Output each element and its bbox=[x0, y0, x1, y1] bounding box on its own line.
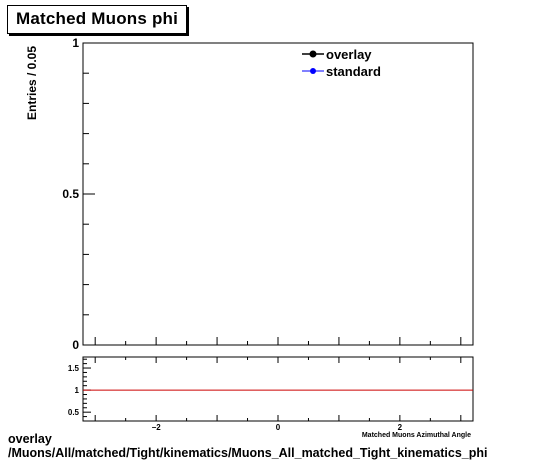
ratio-x-tick-label: 2 bbox=[398, 423, 403, 432]
footer-line-1: overlay bbox=[8, 432, 52, 446]
y-tick-label: 0 bbox=[72, 338, 79, 352]
legend-label-overlay: overlay bbox=[326, 47, 372, 62]
y-axis-label: Entries / 0.05 bbox=[25, 46, 39, 120]
ratio-x-tick-label: −2 bbox=[152, 423, 162, 432]
legend-marker-standard bbox=[310, 68, 316, 74]
ratio-y-tick-label: 0.5 bbox=[68, 408, 80, 417]
legend-entry-overlay: overlay bbox=[302, 47, 372, 62]
main-x-axis bbox=[94, 337, 462, 345]
chart-title: Matched Muons phi bbox=[15, 9, 179, 28]
chart-title-box: Matched Muons phi bbox=[7, 5, 187, 34]
legend-marker-overlay bbox=[309, 50, 317, 58]
ratio-y-tick-label: 1.5 bbox=[68, 364, 80, 373]
y-tick-label: 1 bbox=[72, 36, 79, 50]
legend-label-standard: standard bbox=[326, 64, 381, 79]
main-y-axis: 00.51 bbox=[62, 36, 95, 352]
legend: overlay standard bbox=[302, 47, 381, 79]
ratio-x-tick-label: 0 bbox=[276, 423, 281, 432]
y-tick-label: 0.5 bbox=[62, 187, 79, 201]
legend-entry-standard: standard bbox=[302, 64, 381, 79]
footer-line-2: /Muons/All/matched/Tight/kinematics/Muon… bbox=[8, 446, 488, 460]
x-axis-label: Matched Muons Azimuthal Angle bbox=[362, 432, 471, 439]
ratio-plot-frame bbox=[82, 356, 474, 422]
ratio-y-tick-label: 1 bbox=[75, 386, 80, 395]
main-plot-frame bbox=[82, 42, 474, 346]
ratio-axes: 0.5 1 1.5 −2 0 2 bbox=[68, 357, 462, 432]
